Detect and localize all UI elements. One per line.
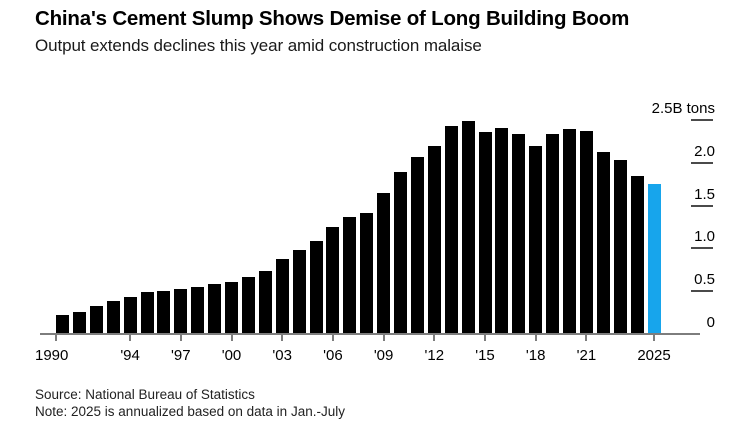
- source-note: Source: National Bureau of Statistics: [35, 387, 255, 402]
- bar-1995: [140, 291, 154, 333]
- annualized-note: Note: 2025 is annualized based on data i…: [35, 404, 345, 419]
- bar-2004: [292, 249, 306, 333]
- bar-2022: [596, 151, 610, 333]
- y-axis-label-0: 0: [706, 314, 715, 331]
- bar-2007: [343, 216, 357, 333]
- x-tick-2000: [230, 335, 233, 341]
- y-axis-label-1.5: 1.5: [694, 185, 715, 203]
- bar-2018: [529, 146, 543, 333]
- bar-1993: [106, 301, 120, 333]
- bar-2023: [613, 160, 627, 333]
- bar-1998: [191, 286, 205, 333]
- x-tick-2018: [534, 335, 537, 341]
- bar-2011: [410, 156, 424, 333]
- y-tick-1.0: [691, 247, 713, 250]
- x-axis-line: [40, 333, 700, 335]
- x-axis-label-2000: '00: [221, 347, 242, 364]
- chart-title: China's Cement Slump Shows Demise of Lon…: [35, 7, 630, 30]
- bar-2006: [326, 226, 340, 333]
- bar-2005: [309, 241, 323, 333]
- bar-2017: [512, 134, 526, 333]
- x-axis-label-2003: '03: [272, 347, 292, 364]
- bar-1994: [123, 297, 137, 333]
- y-axis-label-0.5: 0.5: [694, 271, 715, 289]
- x-axis-label-2018: '18: [525, 347, 546, 364]
- x-tick-2015: [484, 335, 486, 341]
- bar-2000: [225, 281, 238, 333]
- x-axis-label-2025: 2025: [637, 347, 671, 364]
- y-axis-label-2.5B tons: 2.5B tons: [651, 100, 715, 117]
- bar-2001: [241, 276, 255, 333]
- x-axis-label-1990: 1990: [35, 347, 69, 364]
- x-axis-label-2021: '21: [576, 347, 597, 364]
- bar-2002: [258, 270, 272, 333]
- bar-2019: [546, 133, 560, 333]
- bar-1996: [157, 291, 171, 333]
- bar-1990: [56, 315, 69, 333]
- y-tick-0.5: [691, 290, 713, 293]
- bar-1991: [72, 311, 86, 333]
- bar-2003: [275, 259, 289, 333]
- x-tick-1997: [179, 335, 182, 341]
- bar-1997: [174, 289, 188, 333]
- bar-2012: [427, 146, 441, 333]
- x-axis-label-2015: '15: [475, 347, 495, 364]
- x-axis-label-2009: '09: [373, 347, 394, 364]
- bar-2016: [495, 127, 509, 333]
- y-tick-2.5B tons: [691, 119, 713, 121]
- y-axis-label-2.0: 2.0: [694, 142, 715, 160]
- bar-2013: [444, 125, 458, 333]
- x-axis-label-2012: '12: [424, 347, 445, 364]
- bar-2014: [461, 120, 475, 333]
- x-axis-label-2006: '06: [323, 347, 343, 364]
- x-axis-label-1997: '97: [171, 347, 191, 364]
- x-tick-2003: [281, 335, 284, 341]
- y-tick-1.5: [691, 204, 713, 207]
- x-tick-1994: [129, 335, 132, 341]
- bar-2024: [630, 176, 644, 333]
- y-axis-label-1.0: 1.0: [694, 228, 715, 246]
- x-tick-2021: [585, 335, 588, 341]
- x-tick-2012: [433, 335, 436, 341]
- x-tick-2006: [331, 335, 334, 341]
- bar-2008: [360, 213, 374, 333]
- bar-2009: [377, 192, 391, 333]
- x-axis-label-1994: '94: [120, 347, 140, 364]
- y-tick-2.0: [691, 161, 713, 164]
- bar-2010: [394, 172, 407, 333]
- bar-2025: [647, 184, 661, 333]
- bar-1999: [208, 284, 222, 333]
- chart-subtitle: Output extends declines this year amid c…: [35, 36, 482, 55]
- x-tick-1990: [55, 335, 57, 341]
- x-tick-2009: [382, 335, 385, 341]
- bar-2015: [478, 131, 492, 333]
- bar-1992: [89, 306, 103, 333]
- bar-2021: [579, 130, 593, 333]
- bar-2020: [563, 129, 576, 333]
- x-tick-2025: [653, 335, 655, 341]
